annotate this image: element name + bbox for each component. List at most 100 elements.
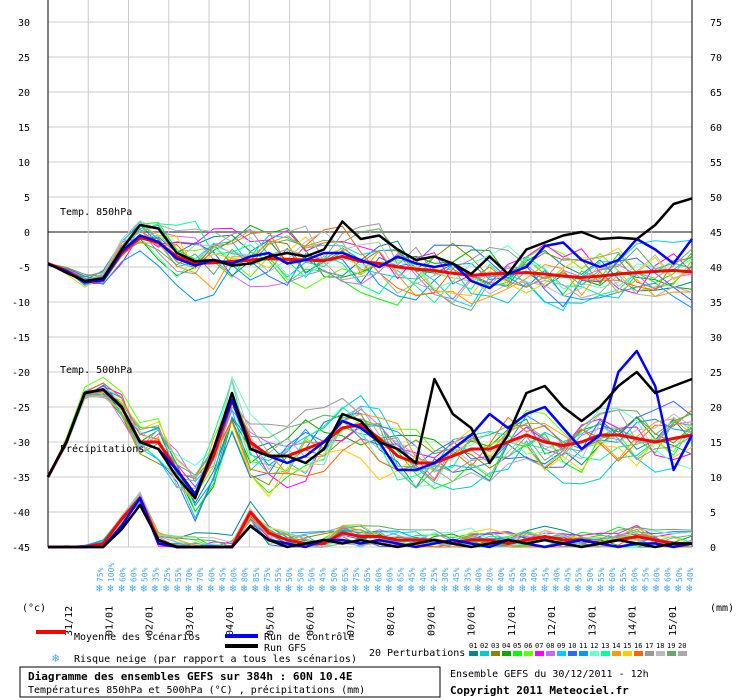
snow-flake-icon: ❄ — [185, 582, 192, 595]
perturbation-swatch — [568, 651, 577, 656]
perturbation-legend: 01 02 03 04 05 06 07 08 09 10 11 12 13 14 15 16 17 18 19 20 — [469, 642, 687, 656]
perturbation-line — [47, 228, 693, 311]
x-tick: 05/01 — [265, 606, 276, 636]
x-tick: 12/01 — [547, 606, 558, 636]
perturbation-line — [47, 395, 693, 478]
snow-risk-value: 45% — [564, 567, 573, 582]
snow-risk-value: 60% — [653, 567, 662, 582]
snow-risk-value: 50% — [675, 567, 684, 582]
snow-risk-value: 45% — [452, 567, 461, 582]
copyright: Copyright 2011 Meteociel.fr — [450, 684, 629, 697]
x-tick: 02/01 — [145, 606, 156, 636]
snow-risk-value: 55% — [575, 567, 584, 582]
perturbation-line — [47, 223, 693, 297]
series-line-5 — [46, 370, 693, 500]
snow-risk-value: 40% — [530, 567, 539, 582]
snow-risk-value: 50% — [330, 567, 339, 582]
snow-risk-value: 60% — [230, 567, 239, 582]
snow-flake-icon: ❄ — [308, 582, 315, 595]
snow-flake-icon: ❄ — [586, 582, 593, 595]
snow-flake-icon: ❄ — [129, 582, 136, 595]
y-tick-left: -25 — [12, 403, 30, 414]
snow-risk-value: 25% — [163, 567, 172, 582]
x-tick: 10/01 — [467, 606, 478, 636]
snow-flake-icon: ❄ — [296, 582, 303, 595]
series-line-8 — [48, 503, 692, 549]
y-tick-right: 10 — [710, 473, 722, 484]
snow-flake-icon: ❄ — [608, 582, 615, 595]
perturbation-id: 11 — [579, 642, 587, 650]
perturbation-id: 07 — [535, 642, 543, 650]
perturbation-swatch — [678, 651, 687, 656]
x-tick: 01/01 — [104, 606, 115, 636]
snow-risk-value: 100% — [107, 563, 116, 582]
y-tick-left: -20 — [12, 368, 30, 379]
snow-flake-icon: ❄ — [675, 582, 682, 595]
snow-risk-value: 40% — [474, 567, 483, 582]
y-tick-left: 15 — [18, 123, 30, 134]
snow-risk-value: 40% — [419, 567, 428, 582]
y-tick-right: 50 — [710, 193, 722, 204]
snow-flake-icon: ❄ — [252, 582, 259, 595]
y-tick-left: -35 — [12, 473, 30, 484]
snow-risk-value: 45% — [218, 567, 227, 582]
snow-flake-icon: ❄ — [107, 582, 114, 595]
perturbation-swatch — [480, 651, 489, 656]
x-tick: 13/01 — [587, 606, 598, 636]
snow-flake-icon: ❄ — [118, 582, 125, 595]
y-tick-right: 20 — [710, 403, 722, 414]
x-tick: 09/01 — [426, 606, 437, 636]
snow-flake-icon: ❄ — [441, 582, 448, 595]
y-tick-right: 25 — [710, 368, 722, 379]
perturbation-swatch — [546, 651, 555, 656]
snow-flake-icon: ❄ — [452, 582, 459, 595]
snow-risk-value: 50% — [630, 567, 639, 582]
perturbation-id: 19 — [667, 642, 675, 650]
snow-flake-icon: ❄ — [319, 582, 326, 595]
perturbation-swatch — [535, 651, 544, 656]
perturbation-line — [47, 392, 693, 498]
perturbation-line — [47, 390, 693, 483]
x-tick: 15/01 — [668, 606, 679, 636]
perturbation-id: 02 — [480, 642, 488, 650]
y-tick-right: 55 — [710, 158, 722, 169]
snow-flake-icon: ❄ — [374, 582, 381, 595]
snow-risk-value: 65% — [397, 567, 406, 582]
y-tick-right: 75 — [710, 18, 722, 29]
snow-flake-icon: ❄ — [397, 582, 404, 595]
snow-flake-icon: ❄ — [341, 582, 348, 595]
perturbation-id: 18 — [656, 642, 664, 650]
snow-flake-icon: ❄ — [207, 582, 214, 595]
snow-flake-icon: ❄ — [430, 582, 437, 595]
snow-flake-icon: ❄ — [508, 582, 515, 595]
y-tick-right: 30 — [710, 333, 722, 344]
snow-risk-value: 55% — [619, 567, 628, 582]
legend: Moyenne des scénarios Run de contrôle Ru… — [36, 630, 687, 665]
y-tick-right: 40 — [710, 263, 722, 274]
y-tick-right: 65 — [710, 88, 722, 99]
perturbation-swatch — [469, 651, 478, 656]
snow-flake-icon: ❄ — [352, 582, 359, 595]
section-label-850: Temp. 850hPa — [60, 207, 132, 218]
snow-risk-value: 55% — [174, 567, 183, 582]
perturbation-line — [47, 390, 693, 486]
snow-flake-icon: ❄ — [541, 582, 548, 595]
snow-flake-icon: ❄ — [686, 582, 693, 595]
snow-flake-icon: ❄ — [408, 582, 415, 595]
snow-flake-icon: ❄ — [218, 582, 225, 595]
snow-risk-value: 25% — [430, 567, 439, 582]
snow-risk-value: 50% — [296, 567, 305, 582]
series-line-2 — [47, 197, 693, 283]
y-tick-right: 35 — [710, 298, 722, 309]
snow-risk-value: 75% — [352, 567, 361, 582]
x-tick: 08/01 — [386, 606, 397, 636]
snow-risk-value: 70% — [196, 567, 205, 582]
y-tick-left: -30 — [12, 438, 30, 449]
perturbation-swatch — [491, 651, 500, 656]
snow-risk-value: 60% — [608, 567, 617, 582]
perturbation-line — [47, 382, 693, 499]
y-tick-right: 70 — [710, 53, 722, 64]
snow-risk-value: 70% — [185, 567, 194, 582]
snow-flake-icon: ❄ — [530, 582, 537, 595]
snow-flake-icon: ❄ — [152, 582, 159, 595]
